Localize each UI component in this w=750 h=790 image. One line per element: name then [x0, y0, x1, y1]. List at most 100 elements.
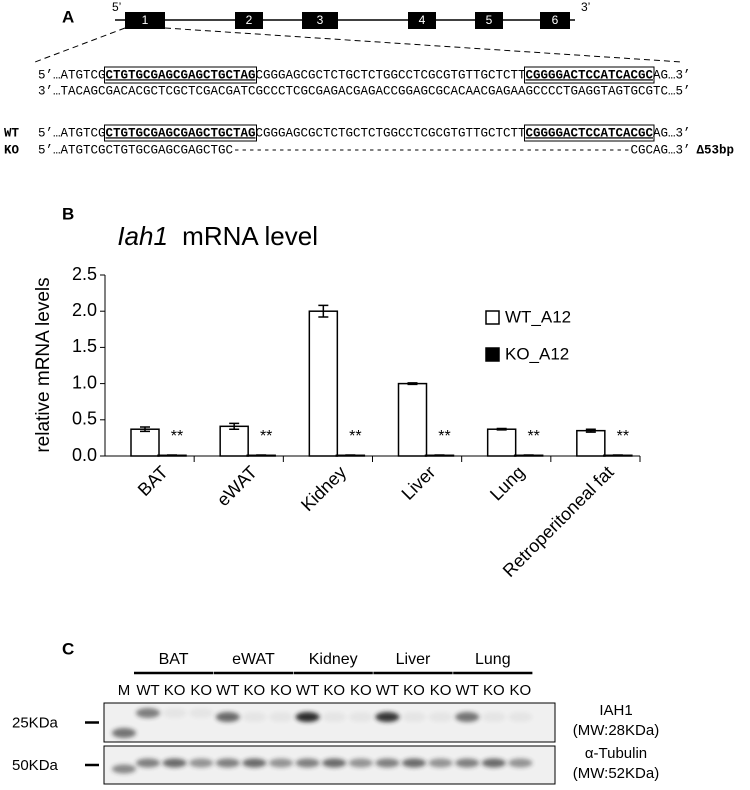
zoom-line	[164, 27, 683, 63]
lane-label: WT	[296, 682, 319, 699]
sequence: 3’…TACAGCGACACGCTCGCTCGACGATCGCCCTCGCGAG…	[38, 84, 691, 98]
band	[428, 712, 453, 722]
y-tick-label: 0.0	[72, 445, 97, 465]
error-bar	[407, 382, 418, 386]
bar	[130, 428, 160, 457]
sequence: 5’…ATGTCGCTGTGCGAGCGAGCTGC--------------…	[38, 143, 691, 157]
band	[375, 758, 400, 768]
legend-label: WT_A12	[505, 307, 571, 326]
band	[295, 712, 320, 722]
significance: **	[349, 428, 361, 445]
chart-title: Iah1 mRNA level	[117, 221, 318, 251]
band	[136, 708, 160, 718]
band	[136, 758, 160, 768]
blot-mw: (MW:28KDa)	[573, 722, 659, 739]
genotype-label: KO	[4, 143, 20, 157]
band	[295, 758, 320, 768]
significance: **	[617, 428, 629, 445]
band	[375, 712, 400, 722]
exon	[540, 12, 570, 29]
three-prime: 3’	[581, 0, 590, 14]
lane-label: KO	[403, 682, 425, 699]
error-bar	[318, 304, 329, 318]
band	[455, 712, 480, 722]
five-prime: 5’	[112, 0, 121, 14]
exon	[125, 12, 165, 29]
group-label: eWAT	[232, 651, 275, 668]
panel-label: C	[62, 639, 74, 658]
exon-label: 5	[486, 13, 493, 27]
exon	[475, 12, 503, 29]
band	[269, 758, 293, 768]
title-text: mRNA level	[182, 221, 318, 251]
band	[215, 712, 240, 722]
sgrna-box	[104, 66, 257, 84]
band	[162, 758, 187, 768]
band	[189, 708, 214, 718]
band	[508, 712, 533, 722]
sequence: CTGTGCGAGCGAGCTGCTAG	[106, 126, 256, 140]
exon-label: 1	[142, 13, 149, 27]
sequence: AG…3’	[653, 68, 691, 82]
lane-label: KO	[323, 682, 345, 699]
significance: **	[260, 428, 272, 445]
error-bar	[496, 427, 507, 431]
band	[402, 712, 426, 722]
bar	[219, 425, 249, 457]
band	[428, 758, 453, 768]
band	[348, 758, 373, 768]
error-bar	[229, 422, 240, 430]
sequence: AG…3’	[653, 126, 691, 140]
group-label: Lung	[475, 651, 511, 668]
panel-label: B	[62, 204, 74, 223]
sequence: 5’…ATGTCG	[38, 126, 106, 140]
lane-label: M	[118, 682, 131, 699]
band	[162, 708, 187, 718]
band	[189, 758, 214, 768]
lane-label: KO	[510, 682, 532, 699]
lane-label: WT	[376, 682, 399, 699]
group-label: BAT	[159, 651, 189, 668]
sgrna-box	[524, 124, 655, 142]
exon	[235, 12, 263, 29]
blot-name: α-Tubulin	[585, 745, 647, 762]
significance: **	[171, 428, 183, 445]
band	[322, 758, 347, 768]
marker-label: 25KDa	[12, 714, 59, 731]
y-tick-label: 2.5	[72, 264, 97, 284]
blot-mw: (MW:52KDa)	[573, 765, 659, 782]
group-label: Kidney	[309, 651, 358, 668]
exon-label: 2	[246, 13, 253, 27]
lane-label: KO	[190, 682, 212, 699]
lane-label: KO	[430, 682, 452, 699]
lane-label: KO	[244, 682, 266, 699]
exon	[302, 12, 338, 29]
title-gene: Iah1	[117, 221, 168, 251]
marker-label: 50KDa	[12, 757, 59, 774]
x-tick-label: eWAT	[213, 462, 261, 510]
bar	[486, 428, 517, 457]
y-tick-label: 1.5	[72, 336, 97, 356]
band	[455, 758, 480, 768]
group-label: Liver	[396, 651, 431, 668]
sequence: CTGTGCGAGCGAGCTGCTAG	[106, 68, 256, 82]
lane-label: KO	[270, 682, 292, 699]
lane-label: WT	[456, 682, 479, 699]
bar	[308, 310, 339, 457]
legend-swatch	[485, 310, 500, 325]
band	[481, 758, 506, 768]
significance: **	[438, 428, 450, 445]
sequence: 5’…ATGTCG	[38, 68, 106, 82]
sgrna-box	[524, 66, 655, 84]
band	[215, 758, 240, 768]
exon-label: 3	[317, 13, 324, 27]
lane-label: KO	[483, 682, 505, 699]
exon-label: 4	[419, 13, 426, 27]
band	[322, 712, 347, 722]
lane-label: KO	[164, 682, 186, 699]
band	[508, 758, 533, 768]
sequence: CGGGGACTCCATCACGC	[526, 68, 654, 82]
exon	[408, 12, 436, 29]
x-tick-label: Liver	[398, 462, 440, 504]
